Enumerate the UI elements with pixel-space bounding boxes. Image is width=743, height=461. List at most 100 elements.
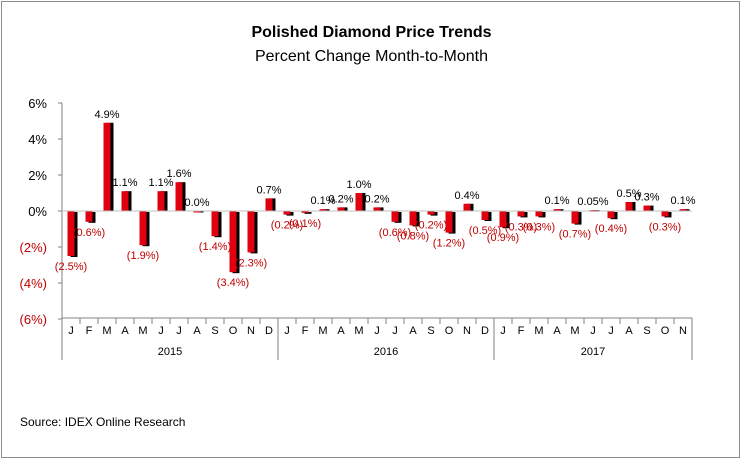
- data-label: (0.2%): [415, 220, 447, 232]
- bar: [121, 191, 129, 211]
- bar: [391, 211, 399, 222]
- bar: [301, 211, 309, 213]
- bar: [625, 202, 633, 211]
- y-tick-label: 4%: [28, 132, 47, 147]
- category-label: F: [302, 325, 309, 337]
- data-label: (0.3%): [505, 221, 537, 233]
- category-label: J: [284, 325, 290, 337]
- data-label: 0.2%: [328, 193, 353, 205]
- category-label: J: [590, 325, 596, 337]
- category-label: J: [374, 325, 380, 337]
- data-label: (0.1%): [289, 218, 321, 230]
- year-label: 2017: [581, 346, 605, 358]
- data-label: (0.2%): [271, 220, 303, 232]
- y-tick-label: 2%: [28, 168, 47, 183]
- category-label: J: [176, 325, 182, 337]
- y-tick-label: 6%: [28, 96, 47, 111]
- category-label: J: [608, 325, 614, 337]
- bar: [571, 211, 579, 224]
- category-label: A: [553, 325, 561, 337]
- bar: [517, 211, 525, 217]
- bar: [175, 182, 183, 211]
- data-label: 0.1%: [544, 195, 569, 207]
- bar: [481, 211, 489, 220]
- chart-title: Polished Diamond Price Trends: [251, 24, 492, 41]
- bar: [193, 211, 201, 213]
- bar: [85, 211, 93, 222]
- bar: [661, 211, 669, 217]
- bar-shadow: [304, 212, 312, 214]
- category-label: A: [625, 325, 633, 337]
- bar: [265, 198, 273, 211]
- bar: [211, 211, 219, 237]
- data-label: (2.3%): [235, 257, 267, 269]
- bar: [427, 211, 435, 215]
- bar: [247, 211, 255, 253]
- y-tick-label: (4%): [20, 276, 47, 291]
- category-label: O: [661, 325, 670, 337]
- data-label: (0.7%): [559, 229, 591, 241]
- bar: [229, 211, 237, 273]
- bar: [355, 193, 363, 211]
- category-label: O: [229, 325, 238, 337]
- category-label: N: [247, 325, 255, 337]
- y-tick-label: 0%: [28, 204, 47, 219]
- bar: [535, 211, 543, 217]
- data-label: (0.9%): [487, 232, 519, 244]
- y-tick-label: (6%): [20, 312, 47, 327]
- category-label: M: [102, 325, 111, 337]
- data-label: 0.0%: [184, 197, 209, 209]
- data-label: (0.3%): [523, 221, 555, 233]
- data-label: (1.4%): [199, 241, 231, 253]
- data-label: 4.9%: [94, 109, 119, 121]
- category-label: S: [211, 325, 218, 337]
- category-label: F: [518, 325, 525, 337]
- data-label: (0.6%): [379, 227, 411, 239]
- bar: [643, 205, 651, 211]
- category-label: J: [68, 325, 74, 337]
- data-label: 0.05%: [577, 196, 608, 208]
- data-label: (2.5%): [55, 261, 87, 273]
- data-label: (3.4%): [217, 277, 249, 289]
- category-label: M: [570, 325, 579, 337]
- data-label: 1.1%: [148, 177, 173, 189]
- year-label: 2015: [158, 346, 182, 358]
- data-label: 0.7%: [256, 184, 281, 196]
- bar: [679, 209, 687, 211]
- category-label: J: [158, 325, 164, 337]
- bar: [445, 211, 453, 233]
- bar: [319, 209, 327, 211]
- category-label: A: [193, 325, 201, 337]
- data-label: (1.9%): [127, 250, 159, 262]
- bar: [373, 207, 381, 211]
- category-label: S: [427, 325, 434, 337]
- category-label: J: [392, 325, 398, 337]
- bar: [157, 191, 165, 211]
- category-label: D: [481, 325, 489, 337]
- category-label: M: [354, 325, 363, 337]
- data-label: 0.3%: [634, 192, 659, 204]
- category-label: N: [463, 325, 471, 337]
- bar: [553, 209, 561, 211]
- category-label: A: [121, 325, 129, 337]
- category-label: J: [500, 325, 506, 337]
- data-label: 0.2%: [364, 193, 389, 205]
- bar: [139, 211, 147, 246]
- data-label: 0.4%: [454, 190, 479, 202]
- category-label: O: [445, 325, 454, 337]
- data-label: (0.3%): [649, 221, 681, 233]
- data-label: (1.2%): [433, 238, 465, 250]
- data-label: (0.6%): [73, 227, 105, 239]
- bar: [67, 211, 75, 256]
- bar: [499, 211, 507, 228]
- category-label: M: [534, 325, 543, 337]
- bar: [283, 211, 291, 215]
- chart-subtitle: Percent Change Month-to-Month: [254, 48, 488, 65]
- category-label: M: [138, 325, 147, 337]
- data-label: 0.1%: [670, 195, 695, 207]
- source-note: Source: IDEX Online Research: [20, 415, 186, 429]
- category-label: S: [643, 325, 650, 337]
- data-label: (0.4%): [595, 223, 627, 235]
